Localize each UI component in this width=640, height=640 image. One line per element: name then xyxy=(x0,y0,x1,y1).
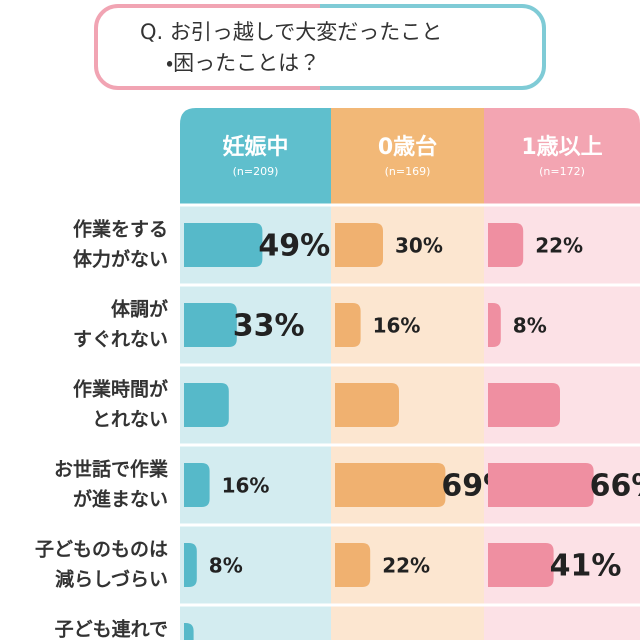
chart-title: ・困ったことは？ xyxy=(166,51,320,75)
bar xyxy=(335,543,371,587)
column-header xyxy=(180,108,331,205)
value-label: 30% xyxy=(395,234,443,258)
bar xyxy=(184,383,229,427)
value-label: 49% xyxy=(258,229,330,264)
bar xyxy=(335,383,399,427)
row-label: 子どものものは xyxy=(35,539,168,561)
row-label: 体力がない xyxy=(73,248,168,271)
row-label: 作業時間が xyxy=(73,378,168,401)
legend-n: (n=209) xyxy=(233,165,279,178)
bar xyxy=(488,543,554,587)
value-label: 16% xyxy=(222,474,270,498)
bar xyxy=(335,223,383,267)
bar xyxy=(488,383,560,427)
bar xyxy=(184,463,210,507)
value-label: 8% xyxy=(209,554,243,578)
bar xyxy=(335,463,446,507)
value-label: 66% xyxy=(590,469,640,504)
row-label: すぐれない xyxy=(73,329,168,351)
row-label: 作業をする xyxy=(73,218,168,241)
value-label: 22% xyxy=(382,554,430,578)
value-label: 16% xyxy=(373,314,421,338)
row-label: 子ども連れで xyxy=(55,618,168,640)
bar xyxy=(184,543,197,587)
row-label: とれない xyxy=(92,409,168,431)
legend-n: (n=169) xyxy=(385,165,431,178)
column-header xyxy=(331,108,484,205)
value-label: 22% xyxy=(535,234,583,258)
bar xyxy=(335,303,361,347)
value-label: 33% xyxy=(233,309,305,344)
legend-n: (n=172) xyxy=(539,165,585,178)
bar xyxy=(488,223,524,267)
bar xyxy=(488,463,594,507)
bar xyxy=(184,303,237,347)
row-label: お世話で作業 xyxy=(54,458,169,481)
row-label: 減らしづらい xyxy=(55,568,168,591)
legend-label: 1歳以上 xyxy=(521,135,602,160)
chart-title: Q. お引っ越しで大変だったこと xyxy=(140,20,442,44)
bar xyxy=(488,303,501,347)
value-label: 41% xyxy=(550,549,622,584)
column-header xyxy=(484,108,640,205)
title-frame xyxy=(94,4,546,90)
legend-label: 0歳台 xyxy=(378,134,437,160)
legend-label: 妊娠中 xyxy=(222,134,288,160)
bar xyxy=(184,623,194,640)
value-label: 8% xyxy=(513,314,547,338)
row-label: 体調が xyxy=(111,298,168,321)
bar xyxy=(184,223,263,267)
row-label: が進まない xyxy=(73,488,168,511)
